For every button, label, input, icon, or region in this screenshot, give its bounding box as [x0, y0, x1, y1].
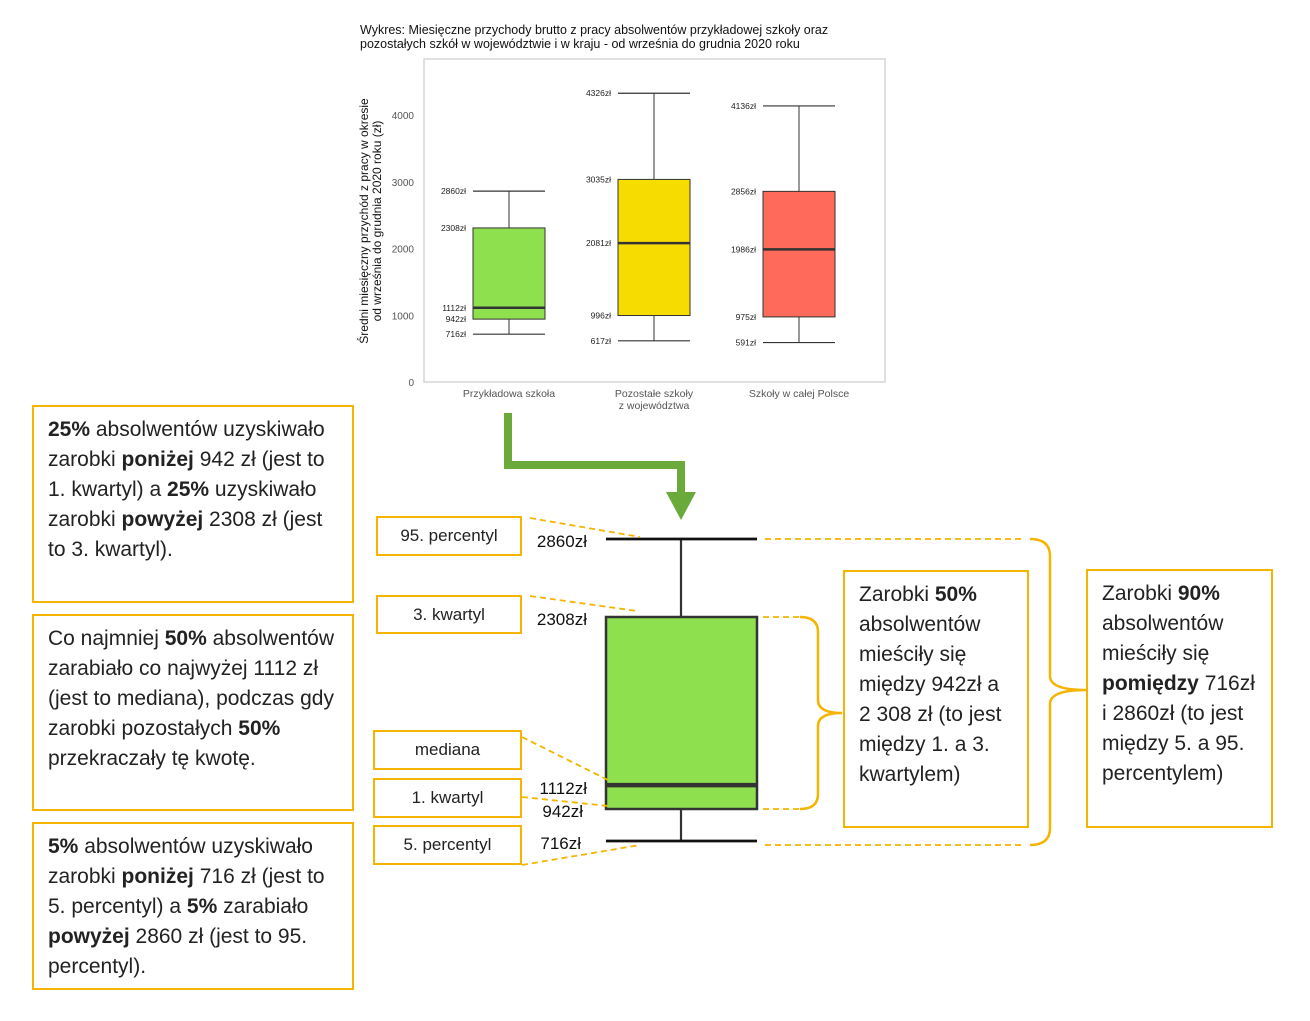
note-middle-50-segment: absolwentów mieściły się między 942zł a …	[859, 613, 1002, 786]
explainer-diagram: 2860zł 2308zł 1112zł 942zł 716zł	[504, 413, 1087, 866]
y-axis-label-line: od września do grudnia 2020 roku (zł)	[370, 121, 384, 322]
note-middle-90-segment: absolwentów mieściły się	[1102, 612, 1224, 665]
value-label-p5: 617zł	[591, 336, 611, 346]
value-label-q1: 942zł	[542, 802, 583, 821]
value-label-p5: 716zł	[540, 834, 581, 853]
note-median-segment: 50%	[164, 627, 207, 650]
chart-title: Wykres: Miesięczne przychody brutto z pr…	[360, 23, 920, 51]
value-label-median: 1986zł	[731, 244, 756, 254]
note-percentiles-segment: 5%	[48, 835, 79, 858]
value-label-p5: 716zł	[446, 329, 466, 339]
value-label-q3: 2308zł	[441, 223, 466, 233]
value-label-p95: 2860zł	[537, 532, 587, 551]
y-tick-label: 4000	[392, 111, 415, 122]
note-median: Co najmniej 50% absolwentów zarabiało co…	[32, 614, 354, 811]
value-label-median: 1112zł	[442, 303, 466, 313]
y-tick-label: 0	[408, 378, 414, 389]
tag-p5: 5. percentyl	[373, 825, 522, 865]
tag-median: mediana	[373, 730, 522, 770]
note-median-segment: Co najmniej	[48, 627, 165, 650]
tag-p95: 95. percentyl	[376, 516, 522, 556]
box	[604, 615, 759, 811]
flow-arrow-head	[666, 492, 696, 520]
value-label-p95: 4326zł	[586, 88, 611, 98]
note-median-segment: absolwentów zarabiało co najwyżej 1112 z…	[48, 627, 335, 740]
tag-q1: 1. kwartyl	[373, 778, 522, 818]
leader-q1	[521, 796, 609, 807]
y-axis-label-line: Średni miesięczny przychód z pracy w okr…	[356, 98, 371, 344]
note-middle-90-segment: Zarobki	[1102, 582, 1178, 605]
value-label-p95: 2860zł	[441, 186, 466, 196]
y-tick-label: 3000	[392, 178, 415, 189]
value-label-q1: 996zł	[591, 311, 611, 321]
note-middle-90-segment: 90%	[1177, 582, 1220, 605]
note-percentiles-segment: powyżej	[48, 925, 130, 948]
value-label-q3: 3035zł	[586, 174, 611, 184]
x-category-label: Pozostałe szkoły	[615, 388, 694, 400]
value-label-q3: 2308zł	[537, 610, 587, 629]
note-percentiles-segment: poniżej	[121, 865, 194, 888]
chart-title-line-1: Wykres: Miesięczne przychody brutto z pr…	[360, 23, 829, 37]
y-tick-label: 2000	[392, 245, 415, 256]
brace-middle-90	[1029, 537, 1087, 847]
note-median-segment: 50%	[238, 717, 281, 740]
note-quartiles: 25% absolwentów uzyskiwało zarobki poniż…	[32, 405, 354, 603]
note-middle-90-segment: 716zł i 2860zł (to jest między 5. a 95. …	[1102, 672, 1255, 785]
flow-arrow	[504, 413, 685, 492]
note-quartiles-segment: poniżej	[121, 448, 194, 471]
note-quartiles-segment: 2308 zł (jest to 3. kwartyl).	[48, 508, 323, 561]
note-middle-50-segment: Zarobki	[859, 583, 935, 606]
note-quartiles-segment: absolwentów uzyskiwało zarobki	[48, 418, 325, 471]
plot-frame	[423, 58, 886, 383]
note-percentiles-segment: 2860 zł (jest to 95. percentyl).	[48, 925, 308, 978]
note-middle-90-segment: pomiędzy	[1102, 672, 1199, 695]
x-category-label: Szkoły w całej Polsce	[749, 388, 850, 400]
leader-p95	[529, 517, 641, 538]
note-quartiles-segment: uzyskiwało zarobki	[48, 478, 317, 531]
box	[472, 227, 546, 320]
note-percentiles-segment: 716 zł (jest to 5. percentyl) a	[48, 865, 325, 918]
note-median-segment: przekraczały tę kwotę.	[48, 747, 256, 770]
leader-q3	[529, 595, 638, 612]
note-percentiles-segment: zarabiało	[217, 895, 309, 918]
note-middle-90: Zarobki 90% absolwentów mieściły się pom…	[1086, 569, 1273, 828]
value-label-q3: 2856zł	[731, 186, 756, 196]
note-quartiles-segment: 25%	[48, 418, 91, 441]
value-label-q1: 975zł	[736, 312, 756, 322]
box	[762, 190, 836, 318]
value-label-p5: 591zł	[736, 338, 756, 348]
boxplot-chart: 0 1000 2000 3000 4000 Średni miesięczny przyc…	[356, 58, 886, 412]
chart-title-line-2: pozostałych szkół w województwie i w kra…	[360, 37, 800, 51]
value-label-median: 1112zł	[539, 779, 587, 798]
note-quartiles-segment: powyżej	[121, 508, 204, 531]
note-quartiles-segment: 942 zł (jest to 1. kwartyl) a	[48, 448, 325, 501]
value-label-p95: 4136zł	[731, 101, 756, 111]
y-tick-label: 1000	[392, 311, 415, 322]
x-category-label: Przykładowa szkoła	[463, 388, 555, 400]
box	[617, 178, 691, 317]
note-middle-50: Zarobki 50% absolwentów mieściły się mię…	[843, 570, 1029, 828]
note-middle-50-segment: 50%	[934, 583, 977, 606]
note-percentiles-segment: 5%	[186, 895, 218, 918]
tag-q3: 3. kwartyl	[376, 595, 522, 634]
note-percentiles: 5% absolwentów uzyskiwało zarobki poniże…	[32, 822, 354, 990]
value-label-median: 2081zł	[586, 238, 611, 248]
brace-middle-50	[799, 615, 843, 811]
note-quartiles-segment: 25%	[167, 478, 210, 501]
value-label-q1: 942zł	[446, 314, 466, 324]
note-percentiles-segment: absolwentów uzyskiwało zarobki	[48, 835, 313, 888]
x-category-label: z województwa	[619, 400, 690, 412]
y-axis-label: Średni miesięczny przychód z pracy w okr…	[356, 98, 384, 344]
leader-median	[521, 736, 609, 781]
